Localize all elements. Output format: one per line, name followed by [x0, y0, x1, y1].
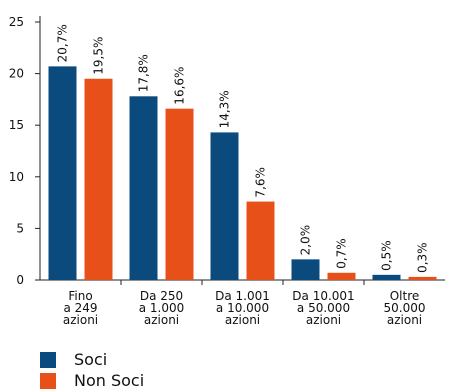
bar-non-soci [408, 276, 437, 280]
x-tick-label: 50.000 [384, 301, 426, 315]
x-tick-label: a 10.000 [216, 301, 269, 315]
x-tick-label: a 50.000 [297, 301, 350, 315]
data-label: 0,5% [380, 240, 394, 271]
data-label: 19,5% [92, 37, 106, 75]
x-tick-label: Oltre [390, 289, 420, 303]
data-label: 0,7% [335, 238, 349, 269]
data-label: 0,3% [416, 242, 430, 273]
bar-non-soci [84, 78, 113, 280]
x-tick-label: azioni [306, 313, 341, 327]
data-label: 16,6% [173, 67, 187, 105]
data-label: 20,7% [56, 24, 70, 62]
x-tick-label: Da 250 [140, 289, 183, 303]
data-label: 17,8% [137, 54, 151, 92]
x-tick-label: azioni [63, 313, 98, 327]
x-tick-label: Da 10.001 [292, 289, 354, 303]
legend-swatch-non-soci [40, 372, 56, 389]
x-tick-label: a 249 [63, 301, 97, 315]
legend-swatch-soci [40, 351, 56, 368]
bar-non-soci [246, 201, 275, 280]
bar-soci [129, 96, 158, 280]
x-tick-label: Fino [68, 289, 92, 303]
y-tick-label: 25 [9, 15, 24, 29]
x-tick-label: Da 1.001 [215, 289, 270, 303]
y-tick-label: 20 [9, 67, 24, 81]
legend-item-non-soci: Non Soci [40, 371, 144, 390]
bar-soci [372, 274, 401, 280]
legend-item-soci: Soci [40, 350, 144, 369]
bar-soci [48, 66, 77, 280]
data-label: 7,6% [254, 167, 268, 198]
bar-non-soci [327, 272, 356, 280]
bar-soci [210, 132, 239, 280]
x-tick-label: a 1.000 [139, 301, 185, 315]
x-tick-label: azioni [387, 313, 422, 327]
legend-label-non-soci: Non Soci [74, 371, 145, 390]
y-tick-label: 10 [9, 170, 24, 184]
data-label: 2,0% [299, 225, 313, 256]
legend-label-soci: Soci [74, 350, 108, 369]
legend: Soci Non Soci [40, 350, 144, 392]
y-tick-label: 15 [9, 118, 24, 132]
x-tick-label: azioni [144, 313, 179, 327]
y-tick-label: 0 [16, 273, 24, 287]
y-tick-label: 5 [16, 221, 24, 235]
x-tick-label: azioni [225, 313, 260, 327]
bar-soci [291, 259, 320, 280]
bar-non-soci [165, 108, 194, 280]
data-label: 14,3% [218, 90, 232, 128]
